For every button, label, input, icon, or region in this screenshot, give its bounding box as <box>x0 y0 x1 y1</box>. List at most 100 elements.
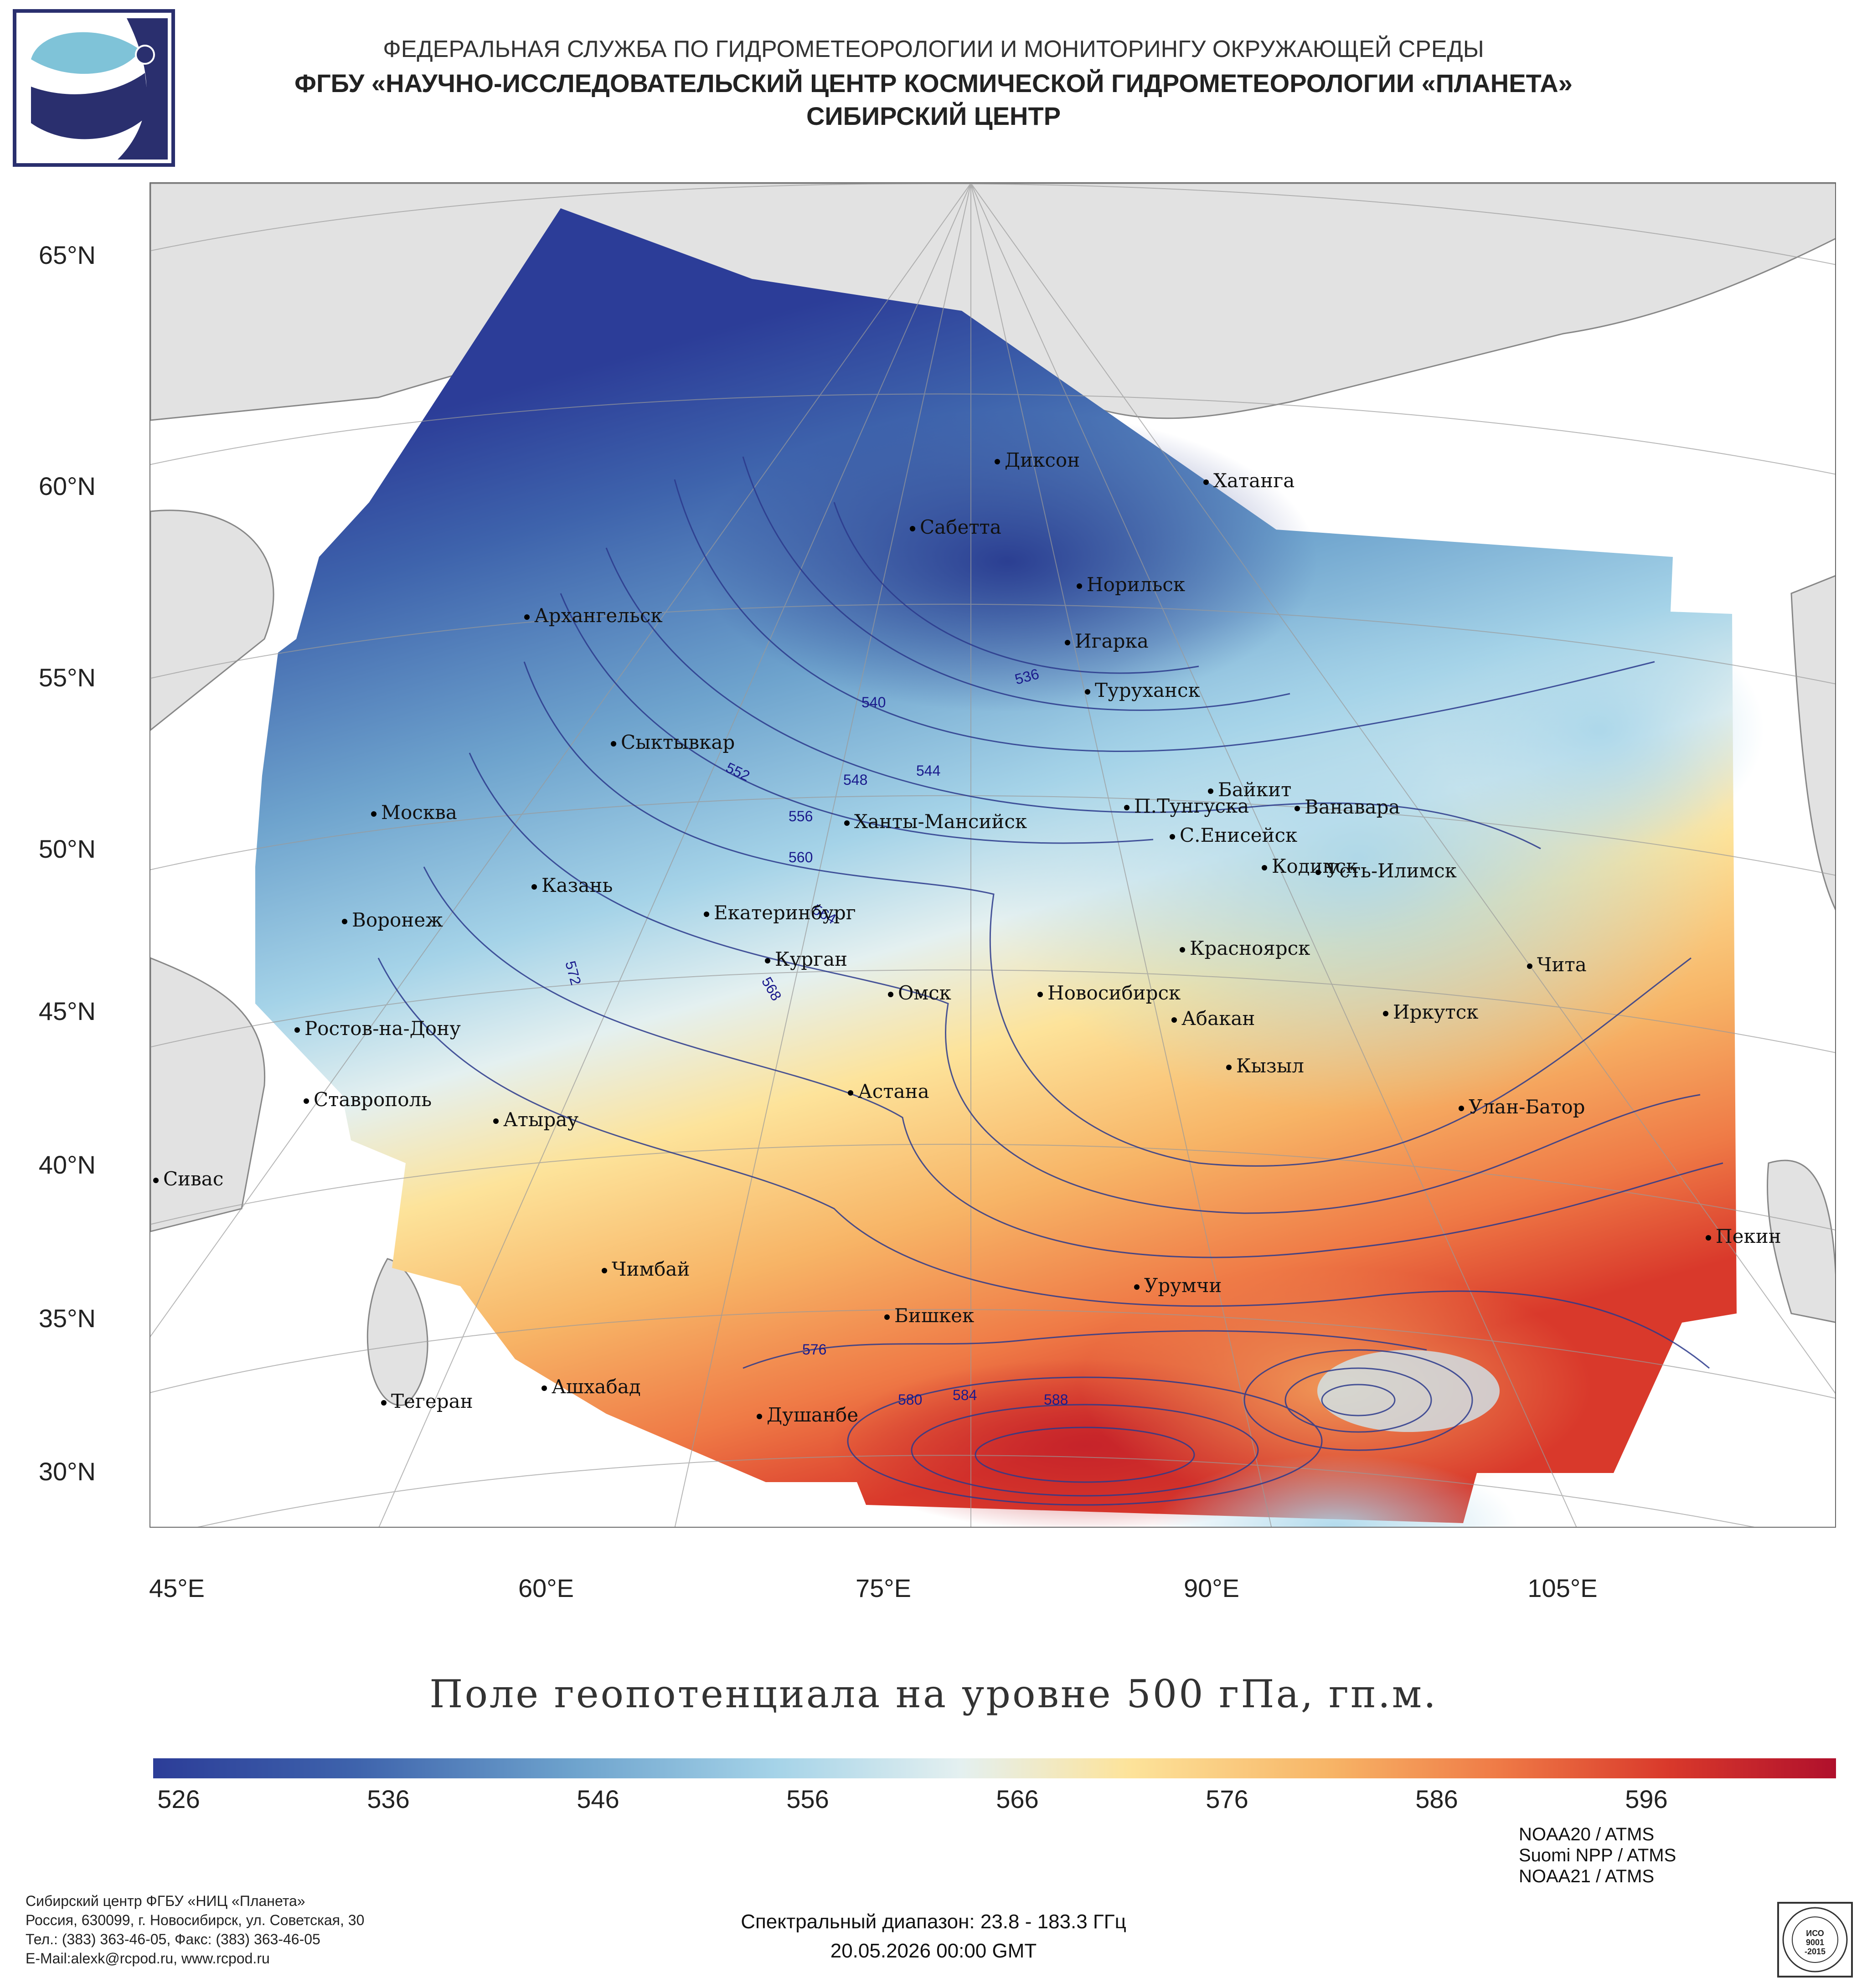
spectral-info: Спектральный диапазон: 23.8 - 183.3 ГГц … <box>0 1907 1867 1966</box>
city-stavropol: Ставрополь <box>304 1088 432 1111</box>
trough-region-east <box>1436 612 1764 849</box>
city-p-tunguska: П.Тунгуска <box>1124 795 1249 817</box>
header-center: СИБИРСКИЙ ЦЕНТР <box>806 102 1061 130</box>
satellite-2: Suomi NPP / ATMS <box>1519 1845 1676 1865</box>
cool-pocket-east <box>1317 1350 1500 1432</box>
lon-label-90: 90°E <box>1183 1574 1240 1602</box>
planeta-logo <box>13 9 175 167</box>
geopotential-map: 536 540 544 548 552 556 560 564 568 572 … <box>150 182 1836 1528</box>
contour-label-540: 540 <box>861 694 886 711</box>
colorbar-gradient <box>153 1758 1836 1778</box>
org-phone: Тел.: (383) 363-46-05, Факс: (383) 363-4… <box>26 1931 320 1947</box>
city-tehran: Тегеран <box>381 1390 473 1412</box>
city-bishkek: Бишкек <box>884 1304 974 1327</box>
colorbar-tick-556: 556 <box>786 1785 829 1813</box>
city-voronezh: Воронеж <box>342 909 443 931</box>
contour-label-576: 576 <box>802 1341 826 1358</box>
city-urumqi: Урумчи <box>1134 1274 1222 1297</box>
colorbar-tick-536: 536 <box>367 1785 410 1813</box>
city-vanavara: Ванавара <box>1295 796 1400 818</box>
colorbar-tick-596: 596 <box>1625 1785 1668 1813</box>
satellite-3: NOAA21 / ATMS <box>1519 1866 1655 1886</box>
header-agency: ФЕДЕРАЛЬНАЯ СЛУЖБА ПО ГИДРОМЕТЕОРОЛОГИИ … <box>383 36 1484 62</box>
map-title: Поле геопотенциала на уровне 500 гПа, гп… <box>429 1672 1438 1716</box>
svg-text:-2015: -2015 <box>1805 1947 1826 1956</box>
contour-label-588: 588 <box>1044 1391 1068 1408</box>
lat-label-40: 40°N <box>38 1150 96 1179</box>
colorbar <box>153 1758 1836 1778</box>
city-kyzyl: Кызыл <box>1226 1055 1304 1077</box>
city-dikson: Диксон <box>995 449 1080 471</box>
city-moscow: Москва <box>371 801 457 824</box>
city-chimbay: Чимбай <box>602 1258 690 1280</box>
cool-pocket-south <box>1153 1455 1518 1527</box>
org-email: E-Mail:alexk@rcpod.ru, www.rcpod.ru <box>26 1950 270 1967</box>
lat-label-35: 35°N <box>38 1304 96 1333</box>
city-s-yeniseysk: С.Енисейск <box>1170 824 1297 846</box>
lon-label-45: 45°E <box>149 1574 205 1602</box>
city-rostov-on-don: Ростов-на-Дону <box>294 1017 461 1040</box>
city-ashgabat: Ашхабад <box>542 1375 641 1398</box>
colorbar-tick-586: 586 <box>1415 1785 1458 1813</box>
city-arkhangelsk: Архангельск <box>524 604 663 627</box>
map-canvas: 536 540 544 548 552 556 560 564 568 572 … <box>150 183 1835 1527</box>
city-kodinsk: Кодинск <box>1262 855 1358 877</box>
lat-label-45: 45°N <box>38 997 96 1025</box>
iso-certification-badge: ИСО 9001 -2015 <box>1777 1901 1853 1978</box>
header-institute: ФГБУ «НАУЧНО-ИССЛЕДОВАТЕЛЬСКИЙ ЦЕНТР КОС… <box>294 69 1573 98</box>
spectral-range: Спектральный диапазон: 23.8 - 183.3 ГГц <box>741 1911 1126 1933</box>
city-igarka: Игарка <box>1065 630 1149 652</box>
satellite-list: NOAA20 / ATMS Suomi NPP / ATMS NOAA21 / … <box>1519 1824 1676 1887</box>
city-sabetta: Сабетта <box>910 516 1001 538</box>
city-beijing: Пекин <box>1706 1225 1781 1247</box>
lat-label-60: 60°N <box>38 472 96 500</box>
colorbar-tick-546: 546 <box>577 1785 619 1813</box>
org-name: Сибирский центр ФГБУ «НИЦ «Планета» <box>26 1893 305 1909</box>
lat-label-50: 50°N <box>38 834 96 863</box>
city-khatanga: Хатанга <box>1203 469 1295 492</box>
colorbar-tick-566: 566 <box>996 1785 1039 1813</box>
lon-label-105: 105°E <box>1527 1574 1598 1602</box>
lon-label-75: 75°E <box>855 1574 912 1602</box>
city-kurgan: Курган <box>765 948 847 970</box>
lat-label-65: 65°N <box>38 241 96 269</box>
contour-label-556: 556 <box>789 808 813 824</box>
city-sivas: Сивас <box>153 1168 223 1190</box>
observation-datetime: 20.05.2026 00:00 GMT <box>830 1940 1037 1962</box>
city-khanty-mansiysk: Ханты-Мансийск <box>844 810 1027 833</box>
org-address: Россия, 630099, г. Новосибирск, ул. Сове… <box>26 1912 365 1928</box>
lat-label-55: 55°N <box>38 663 96 692</box>
city-omsk: Омск <box>888 982 951 1004</box>
lon-label-60: 60°E <box>518 1574 574 1602</box>
city-novosibirsk: Новосибирск <box>1037 982 1181 1004</box>
svg-text:9001: 9001 <box>1806 1938 1824 1947</box>
city-ulan-bator: Улан-Батор <box>1459 1096 1585 1118</box>
svg-text:ИСО: ИСО <box>1806 1929 1824 1938</box>
satellite-1: NOAA20 / ATMS <box>1519 1824 1655 1844</box>
city-kazan: Казань <box>531 874 613 896</box>
city-turukhansk: Туруханск <box>1085 679 1200 701</box>
city-krasnoyarsk: Красноярск <box>1180 937 1310 959</box>
city-dushanbe: Душанбе <box>757 1404 858 1426</box>
city-atyrau: Атырау <box>493 1108 578 1131</box>
contour-label-544: 544 <box>916 762 940 779</box>
lat-label-30: 30°N <box>38 1457 96 1486</box>
city-astana: Астана <box>848 1080 929 1102</box>
contour-label-584: 584 <box>953 1387 977 1403</box>
city-ust-ilimsk: Усть-Илимск <box>1315 860 1457 882</box>
city-chita: Чита <box>1527 953 1587 976</box>
contour-label-560: 560 <box>789 849 813 865</box>
contour-label-548: 548 <box>843 772 867 788</box>
city-norilsk: Норильск <box>1077 573 1185 596</box>
graticule <box>150 183 1835 1527</box>
city-baykit: Байкит <box>1208 778 1291 801</box>
city-yekaterinburg: Екатеринбург <box>704 901 856 924</box>
city-abakan: Абакан <box>1171 1007 1255 1030</box>
low-pressure-core <box>697 411 1317 712</box>
contour-label-580: 580 <box>898 1391 922 1408</box>
city-syktyvkar: Сыктывкар <box>611 731 735 753</box>
colorbar-tick-576: 576 <box>1206 1785 1248 1813</box>
organization-contacts: Сибирский центр ФГБУ «НИЦ «Планета» Росс… <box>26 1891 364 1968</box>
colorbar-tick-526: 526 <box>157 1785 200 1813</box>
contour-lines <box>377 456 1723 1506</box>
